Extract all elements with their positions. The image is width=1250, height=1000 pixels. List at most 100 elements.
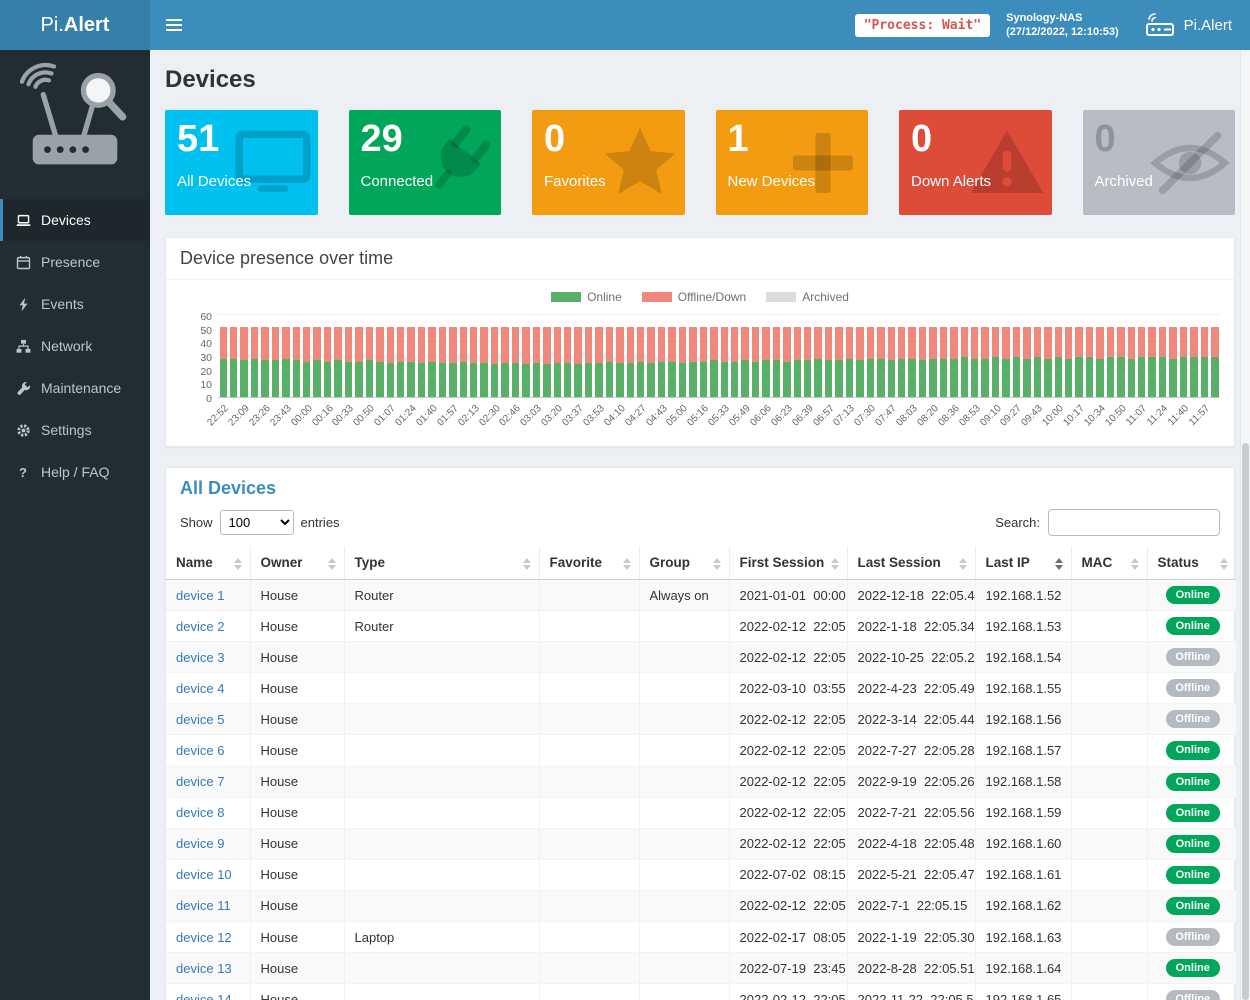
y-axis-tick: 20 — [200, 365, 212, 378]
device-name-link[interactable]: device 14 — [176, 991, 232, 1000]
chart-bar — [417, 327, 426, 397]
chart-bar — [835, 327, 843, 397]
summary-card-all-devices[interactable]: 51 All Devices — [165, 110, 318, 215]
chart-bar — [511, 327, 520, 397]
device-name-link[interactable]: device 10 — [176, 867, 232, 883]
presence-panel-title: Device presence over time — [166, 238, 1234, 280]
card-value: 51 — [177, 118, 220, 160]
x-axis-tick: 01:57 — [435, 403, 461, 429]
vertical-scrollbar[interactable] — [1240, 50, 1250, 1000]
chart-bar — [720, 327, 728, 397]
device-name-cell: device 7 — [166, 766, 251, 798]
device-name-link[interactable]: device 2 — [176, 618, 225, 634]
device-name-link[interactable]: device 12 — [176, 929, 232, 945]
card-value: 0 — [911, 118, 933, 160]
chart-plot — [218, 314, 1220, 398]
first-session-cell: 2022-02-12 22:05 — [729, 797, 848, 829]
status-badge: Offline — [1165, 928, 1220, 947]
last-session-cell: 2022-12-18 22:05.47 — [847, 579, 976, 611]
sidebar-item-network[interactable]: Network — [0, 325, 150, 367]
last-session-cell: 2022-7-1 22:05.15 — [847, 890, 976, 922]
summary-card-connected[interactable]: 29 Connected — [348, 110, 501, 215]
x-axis-tick: 00:16 — [309, 403, 336, 429]
column-header-group[interactable]: Group — [639, 546, 730, 580]
chart-bar — [282, 327, 290, 397]
device-name-link[interactable]: device 13 — [176, 960, 232, 976]
type-cell — [344, 672, 540, 704]
router-search-logo-icon — [19, 62, 130, 183]
last-ip-cell: 192.168.1.54 — [975, 641, 1072, 673]
owner-cell: House — [250, 610, 345, 642]
chart-legend: Online Offline/Down Archived — [180, 290, 1220, 304]
device-name-link[interactable]: device 7 — [176, 774, 225, 790]
column-header-last-session[interactable]: Last Session — [847, 546, 976, 580]
device-name-link[interactable]: device 5 — [176, 711, 225, 727]
x-axis-tick: 11:40 — [1166, 403, 1192, 428]
column-header-owner[interactable]: Owner — [250, 546, 345, 580]
device-name-link[interactable]: device 3 — [176, 649, 225, 665]
column-header-name[interactable]: Name — [166, 546, 251, 580]
chart-bar — [459, 327, 467, 397]
column-header-favorite[interactable]: Favorite — [539, 546, 640, 580]
first-session-cell: 2022-03-10 03:55 — [729, 672, 848, 704]
type-cell: Router — [344, 579, 540, 611]
search-input[interactable] — [1048, 509, 1220, 536]
device-name-link[interactable]: device 1 — [176, 587, 225, 603]
column-header-status[interactable]: Status — [1147, 546, 1236, 580]
hamburger-menu-button[interactable] — [150, 2, 198, 48]
mac-cell — [1071, 610, 1148, 642]
status-cell: Online — [1147, 735, 1236, 766]
summary-card-archived[interactable]: 0 Archived — [1082, 110, 1235, 215]
summary-card-favorites[interactable]: 0 Favorites — [532, 110, 685, 215]
card-value: 0 — [544, 118, 566, 160]
sitemap-icon — [15, 338, 31, 354]
x-axis-tick: 02:13 — [456, 403, 482, 429]
column-header-last-ip[interactable]: Last IP — [975, 546, 1072, 580]
x-axis-tick: 10:00 — [1040, 403, 1066, 429]
status-badge: Online — [1165, 586, 1220, 605]
x-axis-tick: 08:20 — [915, 403, 941, 429]
device-name-cell: device 8 — [166, 797, 251, 829]
sidebar-item-devices[interactable]: Devices — [0, 199, 150, 241]
device-name-link[interactable]: device 6 — [176, 743, 225, 759]
chart-bar — [480, 327, 488, 397]
device-name-link[interactable]: device 8 — [176, 805, 225, 821]
device-name-link[interactable]: device 9 — [176, 836, 225, 852]
app-logo[interactable]: Pi. Alert — [0, 0, 150, 50]
favorite-cell — [539, 890, 640, 922]
column-header-mac[interactable]: MAC — [1071, 546, 1148, 580]
column-header-first-session[interactable]: First Session — [729, 546, 848, 580]
summary-card-new-devices[interactable]: 1 New Devices — [715, 110, 868, 215]
scrollbar-thumb[interactable] — [1242, 443, 1249, 1000]
device-name-link[interactable]: device 11 — [176, 898, 231, 914]
chart-bar — [240, 327, 248, 397]
sidebar-item-settings[interactable]: Settings — [0, 409, 150, 451]
header-brand-label: Pi.Alert — [1183, 16, 1232, 34]
group-cell: Always on — [639, 579, 730, 611]
last-ip-cell: 192.168.1.64 — [975, 952, 1072, 984]
device-name-link[interactable]: device 4 — [176, 680, 225, 696]
legend-archived[interactable]: Archived — [766, 290, 849, 304]
x-axis-tick: 06:23 — [769, 403, 795, 429]
chart-bar — [532, 327, 541, 397]
header-brand[interactable]: Pi.Alert — [1135, 6, 1242, 44]
legend-online[interactable]: Online — [551, 290, 622, 304]
sidebar-item-maintenance[interactable]: Maintenance — [0, 367, 150, 409]
chart-bar — [637, 327, 645, 397]
sidebar-item-help-faq[interactable]: ? Help / FAQ — [0, 451, 150, 493]
last-session-cell: 2022-7-27 22:05.28 — [847, 734, 976, 767]
chart-bar — [1075, 327, 1083, 397]
search-label: Search: — [995, 515, 1040, 530]
last-session-cell: 2022-7-21 22:05.56 — [847, 797, 976, 829]
mac-cell — [1071, 921, 1148, 953]
sidebar-item-presence[interactable]: Presence — [0, 241, 150, 283]
status-badge: Offline — [1165, 990, 1220, 1000]
owner-cell: House — [250, 579, 345, 611]
mac-cell — [1071, 983, 1148, 1000]
sidebar-item-events[interactable]: Events — [0, 283, 150, 325]
legend-offline-down[interactable]: Offline/Down — [641, 290, 746, 304]
summary-card-down-alerts[interactable]: 0 Down Alerts — [899, 110, 1052, 215]
entries-select[interactable]: 100 — [219, 510, 294, 535]
column-header-type[interactable]: Type — [344, 546, 540, 580]
group-cell — [639, 766, 730, 798]
